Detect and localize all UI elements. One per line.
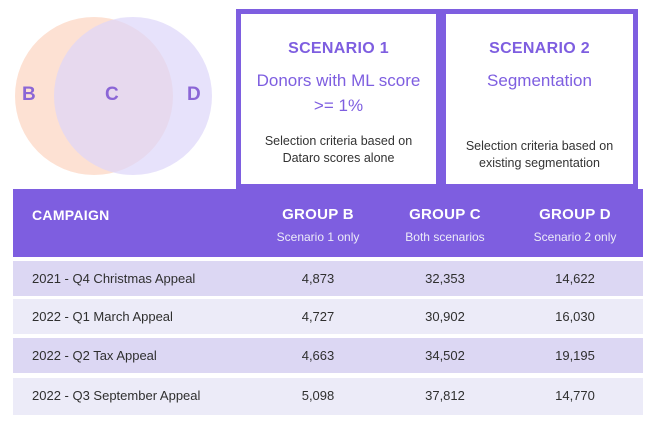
row-group-d-value: 16,030 xyxy=(555,309,595,324)
header-campaign: CAMPAIGN xyxy=(32,207,110,223)
row-campaign-name: 2021 - Q4 Christmas Appeal xyxy=(32,271,196,286)
row-group-b-value: 4,663 xyxy=(301,348,335,363)
row-campaign-name: 2022 - Q1 March Appeal xyxy=(32,309,173,324)
table-header: CAMPAIGN GROUP B Scenario 1 only GROUP C… xyxy=(13,189,643,257)
table-row: 2022 - Q2 Tax Appeal 4,663 34,502 19,195 xyxy=(13,338,643,373)
scenario-2-subtitle: Segmentation xyxy=(487,71,592,90)
header-group-c: GROUP C Both scenarios xyxy=(383,206,507,244)
header-group-b-sub: Scenario 1 only xyxy=(276,230,360,244)
venn-circles xyxy=(15,17,212,175)
scenario-1-title: SCENARIO 1 xyxy=(288,40,389,57)
row-campaign-name: 2022 - Q2 Tax Appeal xyxy=(32,348,157,363)
row-group-c-value: 37,812 xyxy=(425,388,465,403)
header-group-b-title: GROUP B xyxy=(282,206,354,223)
table-row: 2021 - Q4 Christmas Appeal 4,873 32,353 … xyxy=(13,261,643,296)
header-group-c-sub: Both scenarios xyxy=(405,230,485,244)
row-group-d-value: 14,622 xyxy=(555,271,595,286)
scenario-2-desc-line1: Selection criteria based on xyxy=(465,139,614,153)
venn-label-d: D xyxy=(187,84,201,105)
row-group-c-value: 32,353 xyxy=(425,271,465,286)
venn-label-c: C xyxy=(105,84,119,105)
venn-circle-d xyxy=(54,17,212,175)
row-group-c-value: 34,502 xyxy=(425,348,465,363)
row-group-b-value: 4,873 xyxy=(301,271,335,286)
scenario-1-subtitle-line1: Donors with ML score xyxy=(256,71,421,90)
scenario-1-desc-line2: Dataro scores alone xyxy=(282,151,395,165)
scenario-2-desc-line2: existing segmentation xyxy=(479,156,600,170)
scenario-1-description: Selection criteria based on Dataro score… xyxy=(241,133,436,167)
header-group-d: GROUP D Scenario 2 only xyxy=(513,206,637,244)
scenario-1-subtitle: Donors with ML score >= 1% xyxy=(241,68,436,118)
header-group-b: GROUP B Scenario 1 only xyxy=(258,206,378,244)
scenario-2-description: Selection criteria based on existing seg… xyxy=(446,138,633,172)
scenario-2-title: SCENARIO 2 xyxy=(489,40,590,57)
table-row: 2022 - Q1 March Appeal 4,727 30,902 16,0… xyxy=(13,299,643,334)
header-group-c-title: GROUP C xyxy=(409,206,481,223)
scenario-2-card: SCENARIO 2 Segmentation Selection criter… xyxy=(441,9,638,189)
row-campaign-name: 2022 - Q3 September Appeal xyxy=(32,388,201,403)
header-group-d-sub: Scenario 2 only xyxy=(533,230,617,244)
scenario-1-card: SCENARIO 1 Donors with ML score >= 1% Se… xyxy=(236,9,441,189)
row-group-b-value: 5,098 xyxy=(301,388,335,403)
row-group-b-value: 4,727 xyxy=(301,309,335,324)
row-group-c-value: 30,902 xyxy=(425,309,465,324)
scenario-1-desc-line1: Selection criteria based on xyxy=(264,134,413,148)
scenario-1-subtitle-line2: >= 1% xyxy=(313,96,364,115)
table-row: 2022 - Q3 September Appeal 5,098 37,812 … xyxy=(13,378,643,415)
venn-label-b: B xyxy=(22,84,36,105)
venn-diagram: B C D xyxy=(0,0,240,190)
row-group-d-value: 14,770 xyxy=(555,388,595,403)
header-group-d-title: GROUP D xyxy=(539,206,611,223)
row-group-d-value: 19,195 xyxy=(555,348,595,363)
